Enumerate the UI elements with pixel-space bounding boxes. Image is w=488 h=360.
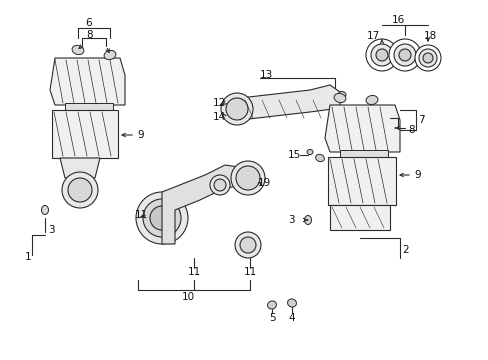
Ellipse shape (304, 216, 311, 225)
Text: 4: 4 (288, 313, 295, 323)
Text: 7: 7 (417, 115, 424, 125)
Circle shape (142, 199, 181, 237)
Circle shape (398, 49, 410, 61)
Polygon shape (327, 157, 395, 205)
Ellipse shape (287, 299, 296, 307)
Circle shape (422, 53, 432, 63)
Circle shape (230, 161, 264, 195)
Circle shape (136, 192, 187, 244)
Circle shape (150, 206, 174, 230)
Text: 8: 8 (86, 30, 93, 40)
Ellipse shape (306, 149, 312, 154)
Bar (339, 150, 387, 157)
Polygon shape (50, 58, 125, 105)
Text: 17: 17 (366, 31, 379, 41)
Text: 15: 15 (287, 150, 301, 160)
Circle shape (393, 44, 415, 66)
Text: 11: 11 (135, 210, 148, 220)
Polygon shape (52, 110, 118, 158)
Polygon shape (162, 165, 247, 244)
Ellipse shape (104, 50, 116, 60)
Text: 2: 2 (401, 245, 408, 255)
Text: 3: 3 (48, 225, 55, 235)
Circle shape (209, 175, 229, 195)
Bar (65, 103, 113, 110)
Ellipse shape (315, 154, 324, 162)
Circle shape (225, 98, 247, 120)
Ellipse shape (366, 95, 377, 104)
Text: 10: 10 (181, 292, 194, 302)
Ellipse shape (41, 206, 48, 215)
Text: 9: 9 (413, 170, 420, 180)
Text: 3: 3 (288, 215, 294, 225)
Polygon shape (240, 85, 339, 120)
Text: 11: 11 (243, 267, 256, 277)
Text: 5: 5 (268, 313, 275, 323)
Circle shape (375, 49, 387, 61)
Text: 1: 1 (25, 252, 32, 262)
Ellipse shape (333, 93, 345, 103)
Text: 18: 18 (423, 31, 436, 41)
Text: 6: 6 (85, 18, 92, 28)
Text: 8: 8 (407, 125, 414, 135)
Circle shape (370, 44, 392, 66)
Circle shape (240, 237, 256, 253)
Text: 16: 16 (390, 15, 404, 25)
Text: 9: 9 (137, 130, 143, 140)
Circle shape (221, 93, 252, 125)
Polygon shape (60, 158, 100, 178)
Text: 11: 11 (187, 267, 200, 277)
Circle shape (235, 232, 261, 258)
Ellipse shape (337, 91, 346, 99)
Circle shape (236, 166, 260, 190)
Circle shape (388, 39, 420, 71)
Ellipse shape (267, 301, 276, 309)
Ellipse shape (72, 45, 84, 55)
Text: 14: 14 (213, 112, 226, 122)
Polygon shape (329, 205, 389, 230)
Circle shape (214, 179, 225, 191)
Circle shape (414, 45, 440, 71)
Circle shape (365, 39, 397, 71)
Text: 13: 13 (260, 70, 273, 80)
Circle shape (68, 178, 92, 202)
Text: 12: 12 (213, 98, 226, 108)
Circle shape (62, 172, 98, 208)
Polygon shape (325, 105, 399, 152)
Circle shape (418, 49, 436, 67)
Text: 19: 19 (258, 178, 271, 188)
